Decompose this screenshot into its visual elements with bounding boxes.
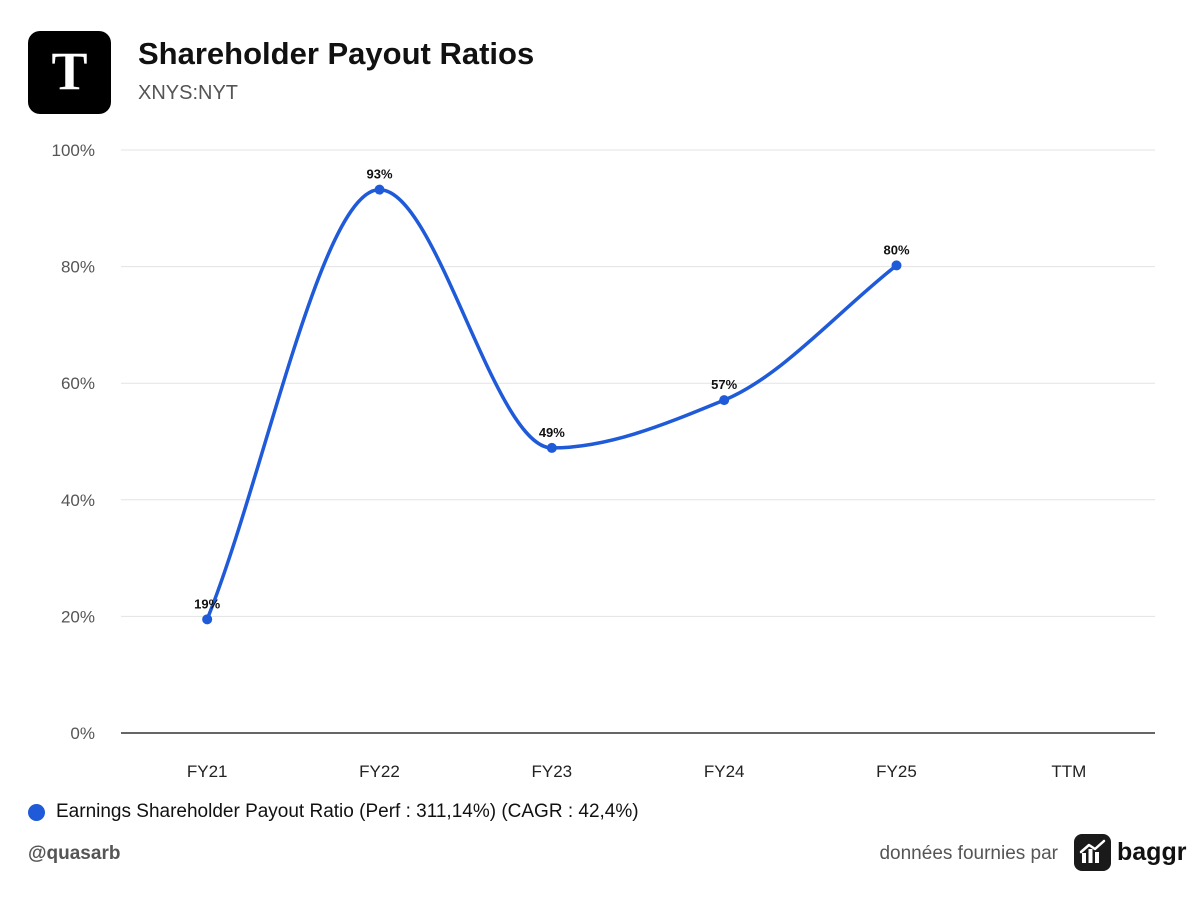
y-tick-label: 60% (61, 374, 95, 393)
x-tick-label: FY24 (704, 762, 745, 781)
chart-title: Shareholder Payout Ratios (138, 36, 535, 71)
nyt-logo: T (28, 31, 111, 114)
legend-label: Earnings Shareholder Payout Ratio (Perf … (56, 801, 639, 822)
series-line (205, 187, 899, 622)
data-point (374, 184, 385, 195)
x-tick-label: FY22 (359, 762, 400, 781)
data-label: 57% (711, 377, 737, 392)
ticker-subtitle: XNYS:NYT (138, 82, 239, 104)
legend-marker (28, 803, 45, 821)
y-tick-label: 40% (61, 491, 95, 510)
logo-glyph: T (51, 40, 88, 101)
data-label: 19% (194, 596, 220, 611)
y-tick-label: 100% (52, 141, 95, 160)
x-tick-label: FY21 (187, 762, 228, 781)
author-handle: @quasarb (28, 843, 121, 864)
data-label: 93% (366, 167, 392, 182)
data-point (719, 395, 730, 406)
data-source-label: données fournies par (879, 843, 1058, 864)
line-chart: 0% 20% 40% 60% 80% 100% FY21 FY22 FY23 FY24 FY25 TT… (52, 141, 1155, 781)
baggr-brand-name: baggr (1117, 838, 1187, 866)
y-tick-label: 0% (70, 724, 95, 743)
data-point (891, 260, 902, 271)
y-tick-label: 20% (61, 607, 95, 626)
chart-legend: Earnings Shareholder Payout Ratio (Perf … (28, 801, 639, 823)
data-label: 49% (539, 425, 565, 440)
y-tick-label: 80% (61, 258, 95, 277)
data-point (546, 442, 557, 453)
x-tick-label: TTM (1051, 762, 1086, 781)
x-tick-label: FY23 (532, 762, 573, 781)
data-point (202, 614, 213, 625)
baggr-logo-icon (1074, 834, 1111, 871)
x-tick-label: FY25 (876, 762, 917, 781)
data-label: 80% (883, 242, 909, 257)
